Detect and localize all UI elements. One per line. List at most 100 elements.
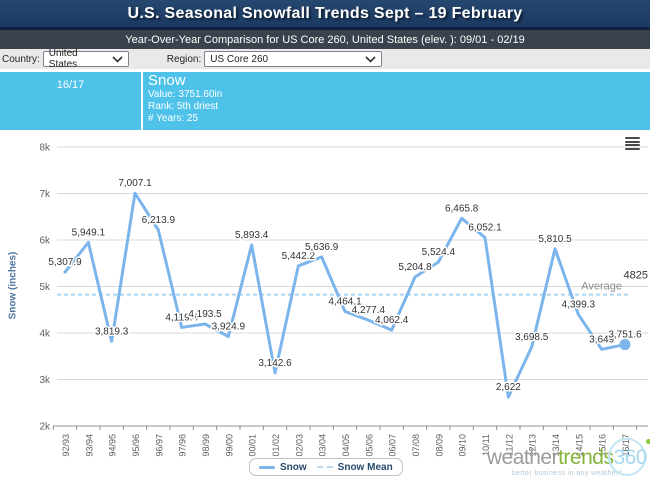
point-data-label: 4,399.3 (562, 299, 596, 310)
legend-snow-mean-label: Snow Mean (337, 461, 393, 473)
region-select-value: US Core 260 (210, 53, 269, 65)
logo-dot-icon (646, 439, 650, 444)
y-axis-title: Snow (inches) (7, 251, 19, 320)
x-tick-label: 01/02 (271, 434, 281, 457)
y-tick-label: 8k (39, 143, 51, 154)
tooltip-value: Value: 3751.60in (148, 89, 223, 100)
tooltip-season-cell[interactable]: 16/17 (0, 72, 143, 130)
x-tick-label: 94/95 (108, 434, 118, 457)
snow-mean-dash-swatch-icon (316, 466, 333, 468)
x-tick-label: 98/99 (201, 434, 211, 457)
country-label: Country: (2, 53, 40, 65)
point-data-label: 3,649 (589, 334, 614, 345)
point-data-label: 4,277.4 (352, 305, 386, 316)
x-tick-label: 12/13 (528, 434, 538, 457)
x-tick-label: 14/15 (574, 434, 584, 457)
tooltip-detail-cell: Snow Value: 3751.60in Rank: 5th driest #… (143, 72, 222, 130)
x-tick-label: 93/94 (84, 434, 94, 457)
chart-canvas: 8k 7k 6k 5k 4k 3k 2k 92/93 93/94 94/95 95/96 96/97 9… (39, 143, 648, 457)
snowfall-chart: 8k 7k 6k 5k 4k 3k 2k 92/93 93/94 94/95 95/96 96/97 9… (0, 130, 650, 487)
point-data-label: 3,751.6 (608, 330, 642, 341)
legend-item-snow-mean[interactable]: Snow Mean (316, 461, 393, 473)
app-title-bar: U.S. Seasonal Snowfall Trends Sept – 19 … (0, 0, 650, 30)
controls-bar: Country: United States Region: US Core 2… (0, 48, 650, 70)
separator (0, 69, 650, 72)
point-data-label: 3,924.9 (212, 321, 246, 332)
x-tick-label: 97/98 (178, 434, 188, 457)
point-data-label: 4,119.4 (165, 312, 198, 323)
region-select[interactable]: US Core 260 (204, 51, 383, 67)
x-tick-label: 10/11 (481, 434, 491, 456)
x-tick-label: 92/93 (61, 434, 71, 457)
chart-legend: Snow Snow Mean (249, 458, 403, 476)
logo-word-trends: trends (558, 446, 614, 469)
logo-word-360: 360 (608, 438, 650, 476)
point-data-label: 5,442.2 (282, 251, 316, 262)
chevron-down-icon (112, 55, 123, 63)
country-select-value: United States (48, 48, 78, 70)
x-tick-label: 03/04 (318, 434, 328, 457)
y-tick-label: 7k (39, 189, 51, 200)
snow-series-line[interactable] (63, 191, 627, 399)
y-tick-label: 6k (39, 236, 51, 247)
logo-tagline: better business in any weather* (511, 470, 622, 477)
selected-season-label: 16/17 (56, 79, 85, 91)
x-tick-label: 11/12 (504, 434, 514, 456)
x-tick-label: 05/06 (364, 434, 374, 457)
subtitle-bar: Year-Over-Year Comparison for US Core 26… (0, 30, 650, 49)
x-tick-label: 15/16 (598, 434, 608, 457)
point-data-label: 7,007.1 (118, 178, 152, 189)
point-data-label: 5,204.8 (398, 262, 432, 273)
average-annotation: Average (581, 281, 622, 293)
x-tick-label: 08/09 (434, 434, 444, 457)
tooltip-band: 16/17 Snow Value: 3751.60in Rank: 5th dr… (0, 72, 650, 130)
chart-menu-button[interactable] (624, 136, 641, 151)
hamburger-icon (625, 137, 640, 139)
tooltip-years: # Years: 25 (148, 113, 199, 124)
point-data-label: 5,524.4 (422, 247, 456, 258)
subtitle: Year-Over-Year Comparison for US Core 26… (125, 33, 525, 46)
logo-word-weather: weather (486, 446, 559, 469)
logo-wordmark: weathertrends360 (486, 438, 650, 476)
point-data-label: 5,893.4 (235, 230, 269, 241)
x-tick-label: 95/96 (131, 434, 141, 457)
point-data-label: 6,213.9 (142, 215, 176, 226)
page-title: U.S. Seasonal Snowfall Trends Sept – 19 … (127, 4, 523, 22)
point-data-label: 4,193.5 (188, 309, 222, 320)
point-data-label: 5,949.1 (72, 227, 106, 238)
x-tick-label: 06/07 (388, 434, 398, 457)
snow-line-swatch-icon (259, 465, 275, 469)
selected-point-marker[interactable] (619, 339, 631, 351)
y-tick-label: 5k (39, 282, 51, 293)
x-tick-label: 96/97 (154, 434, 164, 457)
point-data-label: 5,636.9 (305, 242, 339, 253)
point-data-label: 3,819.3 (95, 326, 129, 337)
point-data-label: 2,622 (496, 382, 521, 393)
x-tick-label: 99/00 (224, 434, 234, 457)
x-tick-label: 00/01 (248, 434, 258, 457)
average-value-label: 4825 (624, 270, 648, 282)
country-select[interactable]: United States (42, 48, 129, 70)
point-data-label: 3,142.6 (258, 358, 292, 369)
tooltip-series-name: Snow (148, 72, 186, 89)
region-label: Region: (166, 53, 202, 65)
point-data-label: 3,698.5 (515, 332, 549, 343)
point-data-label: 5,307.9 (48, 257, 82, 268)
y-tick-label: 3k (39, 375, 51, 386)
legend-snow-label: Snow (280, 461, 307, 473)
x-tick-label: 13/14 (551, 434, 561, 457)
point-data-label: 6,465.8 (445, 203, 479, 214)
x-tick-label: 04/05 (341, 434, 351, 457)
x-tick-label: 09/10 (458, 434, 468, 457)
point-data-label: 4,062.4 (375, 315, 409, 326)
tooltip-rank: Rank: 5th driest (148, 101, 219, 112)
logo-ring-icon (608, 438, 647, 476)
y-tick-label: 4k (39, 329, 51, 340)
x-tick-label: 02/03 (294, 434, 304, 457)
point-data-label: 4,464.1 (328, 296, 362, 307)
legend-item-snow[interactable]: Snow (259, 462, 307, 473)
point-data-label: 5,810.5 (538, 234, 572, 245)
x-tick-label: 07/08 (411, 434, 421, 457)
chevron-down-icon (365, 55, 376, 63)
point-data-label: 6,052.1 (468, 223, 502, 234)
